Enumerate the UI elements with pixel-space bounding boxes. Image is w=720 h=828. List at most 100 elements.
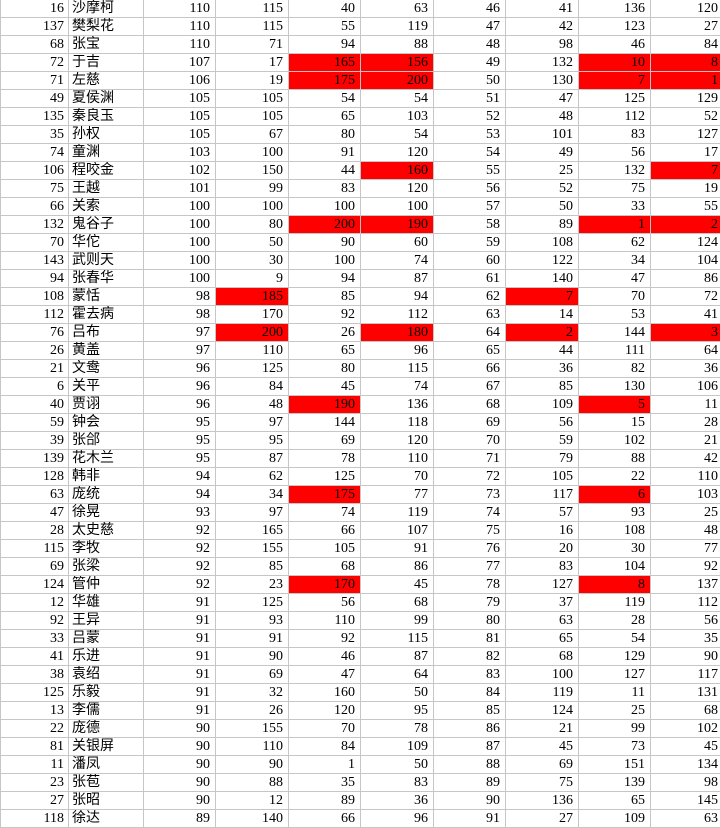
cell-value[interactable]: 15	[579, 414, 651, 432]
cell-value[interactable]: 91	[361, 540, 434, 558]
cell-id[interactable]: 94	[0, 270, 69, 288]
cell-id[interactable]: 112	[0, 306, 69, 324]
cell-value[interactable]: 100	[216, 144, 289, 162]
cell-id[interactable]: 68	[0, 36, 69, 54]
cell-value[interactable]: 129	[651, 90, 720, 108]
cell-value[interactable]: 96	[144, 396, 216, 414]
cell-id[interactable]: 108	[0, 288, 69, 306]
cell-value[interactable]: 16	[506, 522, 579, 540]
cell-value[interactable]: 97	[216, 414, 289, 432]
cell-value[interactable]: 33	[579, 198, 651, 216]
cell-value[interactable]: 105	[144, 126, 216, 144]
cell-value[interactable]: 69	[216, 666, 289, 684]
cell-value[interactable]: 11	[651, 396, 720, 414]
cell-value[interactable]: 21	[651, 432, 720, 450]
cell-value[interactable]: 88	[361, 36, 434, 54]
cell-value[interactable]: 112	[579, 108, 651, 126]
cell-value[interactable]: 71	[216, 36, 289, 54]
cell-value[interactable]: 87	[216, 450, 289, 468]
cell-value[interactable]: 84	[216, 378, 289, 396]
cell-value[interactable]: 36	[651, 360, 720, 378]
cell-value[interactable]: 96	[144, 360, 216, 378]
cell-value[interactable]: 110	[289, 612, 361, 630]
cell-name[interactable]: 华雄	[69, 594, 144, 612]
cell-value[interactable]: 100	[506, 666, 579, 684]
cell-id[interactable]: 12	[0, 594, 69, 612]
cell-value[interactable]: 47	[506, 90, 579, 108]
cell-value[interactable]: 85	[216, 558, 289, 576]
cell-value[interactable]: 82	[579, 360, 651, 378]
cell-value[interactable]: 150	[216, 162, 289, 180]
cell-id[interactable]: 137	[0, 18, 69, 36]
cell-name[interactable]: 李牧	[69, 540, 144, 558]
cell-name[interactable]: 庞德	[69, 720, 144, 738]
cell-value[interactable]: 91	[144, 648, 216, 666]
cell-value[interactable]: 127	[506, 576, 579, 594]
cell-value[interactable]: 120	[361, 144, 434, 162]
cell-value[interactable]: 88	[579, 450, 651, 468]
cell-value[interactable]: 105	[216, 108, 289, 126]
cell-value[interactable]: 96	[361, 342, 434, 360]
cell-value[interactable]: 48	[506, 108, 579, 126]
cell-name[interactable]: 乐毅	[69, 684, 144, 702]
cell-value[interactable]: 93	[216, 612, 289, 630]
cell-value[interactable]: 62	[434, 288, 506, 306]
cell-name[interactable]: 夏侯渊	[69, 90, 144, 108]
cell-name[interactable]: 袁绍	[69, 666, 144, 684]
cell-value[interactable]: 103	[144, 144, 216, 162]
cell-id[interactable]: 75	[0, 180, 69, 198]
cell-value[interactable]: 200	[216, 324, 289, 342]
cell-value[interactable]: 63	[434, 306, 506, 324]
cell-value[interactable]: 50	[434, 72, 506, 90]
cell-value[interactable]: 120	[361, 180, 434, 198]
cell-value[interactable]: 36	[506, 360, 579, 378]
cell-value[interactable]: 125	[289, 468, 361, 486]
cell-value[interactable]: 71	[434, 450, 506, 468]
cell-value[interactable]: 64	[434, 324, 506, 342]
cell-value[interactable]: 30	[579, 540, 651, 558]
cell-value[interactable]: 86	[361, 558, 434, 576]
cell-value[interactable]: 93	[144, 504, 216, 522]
cell-value[interactable]: 170	[289, 576, 361, 594]
cell-name[interactable]: 乐进	[69, 648, 144, 666]
cell-value[interactable]: 94	[289, 36, 361, 54]
cell-id[interactable]: 23	[0, 774, 69, 792]
cell-value[interactable]: 41	[506, 0, 579, 18]
cell-value[interactable]: 83	[289, 180, 361, 198]
cell-value[interactable]: 95	[144, 432, 216, 450]
cell-value[interactable]: 7	[651, 162, 720, 180]
cell-id[interactable]: 13	[0, 702, 69, 720]
cell-value[interactable]: 105	[216, 90, 289, 108]
cell-value[interactable]: 151	[579, 756, 651, 774]
cell-value[interactable]: 109	[579, 810, 651, 828]
cell-name[interactable]: 文鸯	[69, 360, 144, 378]
cell-value[interactable]: 49	[506, 144, 579, 162]
cell-value[interactable]: 115	[361, 630, 434, 648]
cell-value[interactable]: 37	[506, 594, 579, 612]
cell-value[interactable]: 89	[144, 810, 216, 828]
cell-value[interactable]: 99	[579, 720, 651, 738]
cell-value[interactable]: 3	[651, 324, 720, 342]
cell-value[interactable]: 98	[651, 774, 720, 792]
cell-value[interactable]: 103	[651, 486, 720, 504]
cell-value[interactable]: 50	[216, 234, 289, 252]
cell-value[interactable]: 115	[361, 360, 434, 378]
cell-name[interactable]: 吕蒙	[69, 630, 144, 648]
cell-value[interactable]: 123	[579, 18, 651, 36]
cell-value[interactable]: 127	[579, 666, 651, 684]
cell-id[interactable]: 49	[0, 90, 69, 108]
cell-value[interactable]: 26	[216, 702, 289, 720]
cell-id[interactable]: 76	[0, 324, 69, 342]
cell-name[interactable]: 李儒	[69, 702, 144, 720]
cell-value[interactable]: 56	[579, 144, 651, 162]
cell-value[interactable]: 64	[361, 666, 434, 684]
cell-value[interactable]: 17	[651, 144, 720, 162]
cell-value[interactable]: 19	[651, 180, 720, 198]
cell-value[interactable]: 62	[216, 468, 289, 486]
cell-value[interactable]: 119	[579, 594, 651, 612]
cell-value[interactable]: 82	[434, 648, 506, 666]
cell-value[interactable]: 8	[651, 54, 720, 72]
cell-value[interactable]: 52	[651, 108, 720, 126]
cell-value[interactable]: 156	[361, 54, 434, 72]
cell-value[interactable]: 19	[216, 72, 289, 90]
